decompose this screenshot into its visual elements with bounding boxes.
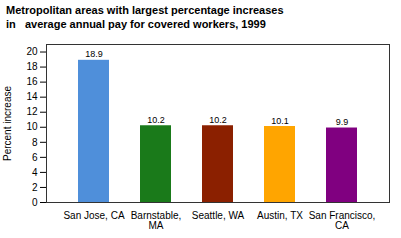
svg-text:Barnstable,MA: Barnstable,MA (131, 209, 182, 230)
svg-text:Percent increase: Percent increase (2, 85, 13, 160)
svg-text:2: 2 (32, 181, 38, 192)
svg-text:20: 20 (26, 46, 38, 57)
svg-text:8: 8 (32, 136, 38, 147)
svg-text:0: 0 (32, 196, 38, 207)
svg-text:6: 6 (32, 151, 38, 162)
html-text:Metropolitan areas with larges: Metropolitan areas with largest percenta… (6, 4, 284, 16)
svg-text:10.1: 10.1 (271, 115, 289, 125)
svg-text:San Jose, CA: San Jose, CA (63, 209, 124, 220)
html-text:in average annual pay for cove: in average annual pay for covered worker… (6, 18, 266, 31)
svg-text:San Francisco,CA: San Francisco,CA (309, 209, 376, 230)
svg-text:18.9: 18.9 (85, 49, 103, 59)
svg-text:4: 4 (32, 166, 38, 177)
svg-text:Seattle, WA: Seattle, WA (192, 209, 245, 220)
svg-text:Austin, TX: Austin, TX (257, 209, 303, 220)
svg-text:10.2: 10.2 (209, 114, 227, 124)
svg-text:16: 16 (26, 76, 38, 87)
svg-text:10.2: 10.2 (147, 114, 165, 124)
svg-text:12: 12 (26, 106, 38, 117)
svg-text:10: 10 (26, 121, 38, 132)
svg-text:18: 18 (26, 61, 38, 72)
svg-text:9.9: 9.9 (336, 117, 349, 127)
svg-text:14: 14 (26, 91, 38, 102)
